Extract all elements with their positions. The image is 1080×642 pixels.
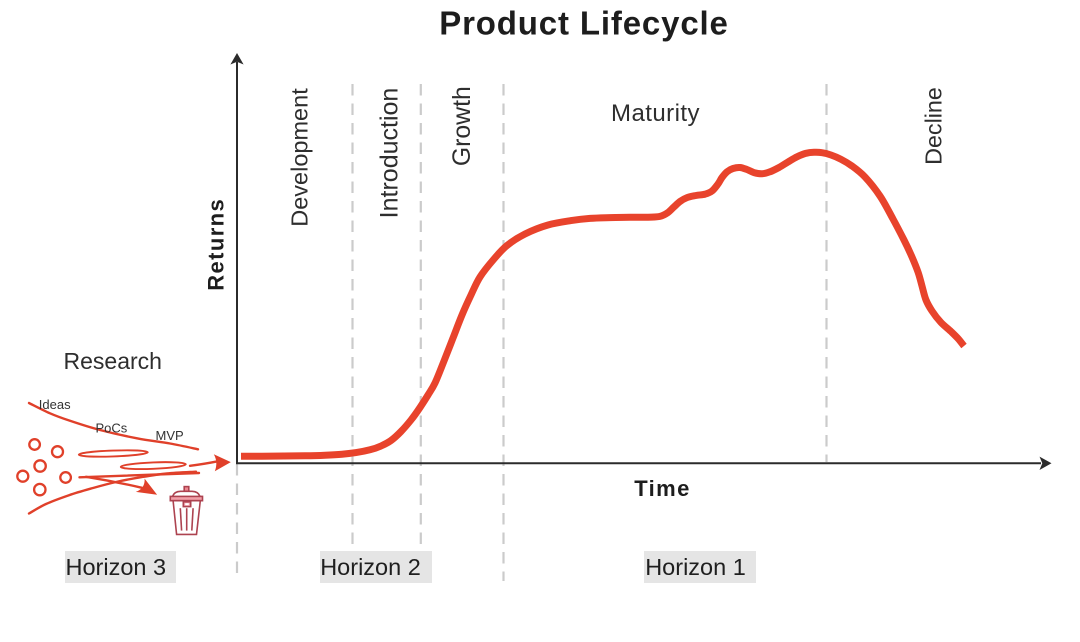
- svg-text:Returns: Returns: [204, 198, 229, 291]
- svg-text:Growth: Growth: [449, 86, 476, 166]
- svg-text:Horizon 1: Horizon 1: [645, 554, 746, 580]
- svg-text:Research: Research: [64, 348, 162, 374]
- svg-text:Development: Development: [287, 88, 313, 227]
- svg-text:Decline: Decline: [921, 87, 947, 165]
- svg-text:Horizon 2: Horizon 2: [320, 554, 421, 580]
- svg-text:Time: Time: [634, 476, 691, 501]
- svg-text:Maturity: Maturity: [611, 100, 700, 127]
- svg-text:Horizon 3: Horizon 3: [66, 554, 167, 580]
- svg-text:Ideas: Ideas: [39, 397, 71, 412]
- svg-text:Product Lifecycle: Product Lifecycle: [439, 5, 729, 42]
- svg-text:Introduction: Introduction: [376, 88, 404, 219]
- svg-text:PoCs: PoCs: [96, 421, 128, 436]
- svg-text:MVP: MVP: [156, 428, 184, 443]
